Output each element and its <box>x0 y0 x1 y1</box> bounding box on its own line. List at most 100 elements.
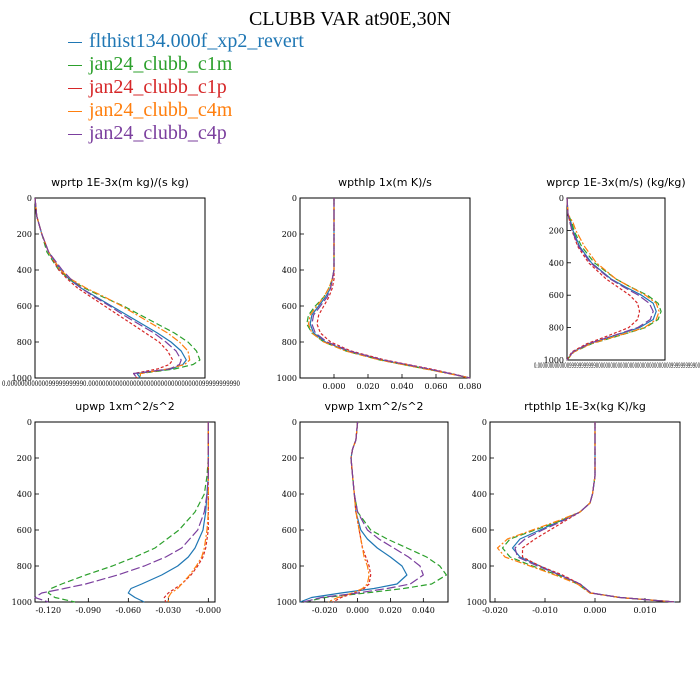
subplot-title: vpwp 1xm^2/s^2 <box>324 400 423 413</box>
y-tick-label: 1000 <box>277 374 297 383</box>
y-tick-label: 400 <box>549 259 564 268</box>
subplot-title: wprcp 1E-3x(m/s) (kg/kg) <box>546 176 685 189</box>
legend-item: jan24_clubb_c1p <box>68 76 304 99</box>
plot-frame <box>489 421 681 603</box>
x-tick-label: -0.020 <box>482 606 508 615</box>
subplot-title: rtpthlp 1E-3x(kg K)/kg <box>524 400 646 413</box>
x-tick-label: -0.010 <box>532 606 558 615</box>
y-tick-label: 200 <box>282 454 297 463</box>
x-tick-label: 0.000 <box>584 606 607 615</box>
subplot: rtpthlp 1E-3x(kg K)/kg02004006008001000-… <box>467 400 681 615</box>
legend: flthist134.000f_xp2_revert jan24_clubb_c… <box>68 30 304 145</box>
legend-label: jan24_clubb_c4m <box>89 99 233 121</box>
x-tick-label: -0.000 <box>196 606 222 615</box>
series-line <box>167 422 209 602</box>
series-line <box>34 197 187 379</box>
x-tick-label: -0.120 <box>36 606 62 615</box>
x-tick-label: 0.040 <box>391 382 414 391</box>
legend-swatch <box>68 64 82 66</box>
series-line <box>511 422 676 603</box>
legend-swatch <box>68 41 82 43</box>
subplot: wprtp 1E-3x(m kg)/(s kg) 0 200 400 600 800 100… <box>2 176 240 388</box>
series-line <box>514 422 676 603</box>
y-tick-label: 0 <box>27 194 32 203</box>
legend-swatch <box>68 110 82 112</box>
series-line <box>316 198 471 379</box>
figure-title: CLUBB VAR at90E,30N <box>248 8 452 30</box>
y-tick-label: 800 <box>17 338 32 347</box>
x-tick-label: 0.010 <box>634 606 657 615</box>
series-line <box>332 421 372 603</box>
x-tick-label: -0.020 <box>312 606 338 615</box>
series-line <box>327 421 370 603</box>
plot-frame <box>299 421 449 603</box>
x-tick-label: 0.060 <box>425 382 448 391</box>
y-tick-label: 0 <box>482 418 487 427</box>
series-line <box>566 197 654 361</box>
x-tick-label: 0.00000000000009999999999900000000000000… <box>534 362 700 370</box>
y-tick-label: 800 <box>17 562 32 571</box>
x-tick-label: 0.020 <box>357 382 380 391</box>
series-line <box>566 197 657 361</box>
y-tick-label: 1000 <box>12 374 32 383</box>
x-tick-label: 0.000 <box>323 382 346 391</box>
y-tick-label: 200 <box>282 230 297 239</box>
subplot-title: upwp 1xm^2/s^2 <box>75 400 175 413</box>
y-tick-label: 200 <box>17 230 32 239</box>
series-line <box>521 422 676 603</box>
series-line <box>307 198 471 379</box>
series-line <box>304 421 447 603</box>
series-line <box>306 198 471 379</box>
y-tick-label: 1000 <box>467 598 487 607</box>
x-tick-label: -0.030 <box>156 606 182 615</box>
y-tick-label: 0 <box>292 194 297 203</box>
y-tick-label: 1000 <box>12 598 32 607</box>
subplot: vpwp 1xm^2/s^2 0 200 400 600 800 1000 -0.020 0.0… <box>277 400 449 615</box>
y-tick-label: 800 <box>282 338 297 347</box>
y-tick-label: 600 <box>17 302 32 311</box>
legend-label: jan24_clubb_c4p <box>89 122 227 144</box>
series-line <box>163 422 209 603</box>
series-line <box>566 197 641 361</box>
series-line <box>311 198 471 379</box>
plot-frame <box>566 197 666 361</box>
series-line <box>127 422 209 603</box>
y-tick-label: 600 <box>549 291 564 300</box>
legend-item: jan24_clubb_c1m <box>68 53 304 76</box>
series-line <box>34 422 209 603</box>
y-tick-label: 600 <box>472 526 487 535</box>
subplot: wpthlp 1x(m K)/s 0 200 400 600 800 1000 0.000 0.… <box>277 176 482 391</box>
y-tick-label: 0 <box>27 418 32 427</box>
x-tick-label: 0.080 <box>459 382 482 391</box>
x-tick-label: -0.090 <box>76 606 102 615</box>
y-tick-label: 600 <box>282 302 297 311</box>
y-tick-label: 800 <box>549 324 564 333</box>
legend-label: jan24_clubb_c1p <box>89 76 227 98</box>
legend-label: flthist134.000f_xp2_revert <box>89 30 304 52</box>
x-tick-label: 0.020 <box>379 606 402 615</box>
y-tick-label: 0 <box>559 194 564 203</box>
x-tick-label: 0.00000000000099999999990.00000000000000… <box>2 380 240 388</box>
series-line <box>34 197 174 379</box>
legend-item: jan24_clubb_c4p <box>68 122 304 145</box>
series-line <box>566 197 660 361</box>
subplot-title: wprtp 1E-3x(m kg)/(s kg) <box>51 176 189 189</box>
series-line <box>47 422 209 603</box>
legend-item: jan24_clubb_c4m <box>68 99 304 122</box>
y-tick-label: 400 <box>17 490 32 499</box>
plot-frame <box>34 197 206 379</box>
y-tick-label: 1000 <box>544 356 564 365</box>
series-line <box>299 421 408 603</box>
y-tick-label: 400 <box>472 490 487 499</box>
y-tick-label: 800 <box>282 562 297 571</box>
series-line <box>34 197 182 379</box>
y-tick-label: 200 <box>17 454 32 463</box>
subplot: wprcp 1E-3x(m/s) (kg/kg) 0 200 400 600 800 100… <box>534 176 700 370</box>
x-tick-label: 0.040 <box>412 606 435 615</box>
plot-frame <box>34 421 216 603</box>
y-tick-label: 0 <box>292 418 297 427</box>
series-line <box>501 422 676 603</box>
x-tick-label: -0.060 <box>116 606 142 615</box>
plot-frame <box>299 197 471 379</box>
